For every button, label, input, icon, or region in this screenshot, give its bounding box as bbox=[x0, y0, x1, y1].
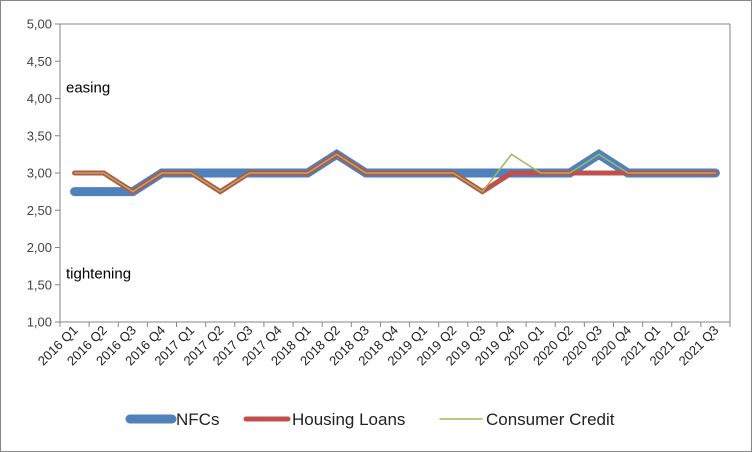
y-tick-label: 1,00 bbox=[27, 315, 52, 330]
series-lines bbox=[70, 149, 720, 197]
series-line-consumer-credit bbox=[73, 153, 717, 193]
annotation-label: easing bbox=[66, 79, 110, 96]
y-tick-label: 1,50 bbox=[27, 277, 52, 292]
legend-label: NFCs bbox=[176, 410, 219, 429]
y-tick-label: 2,00 bbox=[27, 240, 52, 255]
y-tick-label: 4,00 bbox=[27, 91, 52, 106]
y-tick-label: 4,50 bbox=[27, 54, 52, 69]
y-tick-label: 5,00 bbox=[27, 17, 52, 32]
y-tick-label: 3,50 bbox=[27, 128, 52, 143]
annotation-label: tightening bbox=[66, 266, 131, 283]
annotations: easing tightening bbox=[66, 79, 131, 282]
axes bbox=[59, 23, 731, 323]
legend: NFCs Housing Loans Consumer Credit bbox=[125, 410, 615, 429]
legend-label: Consumer Credit bbox=[486, 410, 615, 429]
y-tick-labels: 1,00 1,50 2,00 2,50 3,00 3,50 4,00 4,50 5,00 bbox=[27, 17, 60, 330]
y-tick-label: 3,00 bbox=[27, 166, 52, 181]
y-tick-label: 2,50 bbox=[27, 203, 52, 218]
legend-label: Housing Loans bbox=[292, 410, 405, 429]
